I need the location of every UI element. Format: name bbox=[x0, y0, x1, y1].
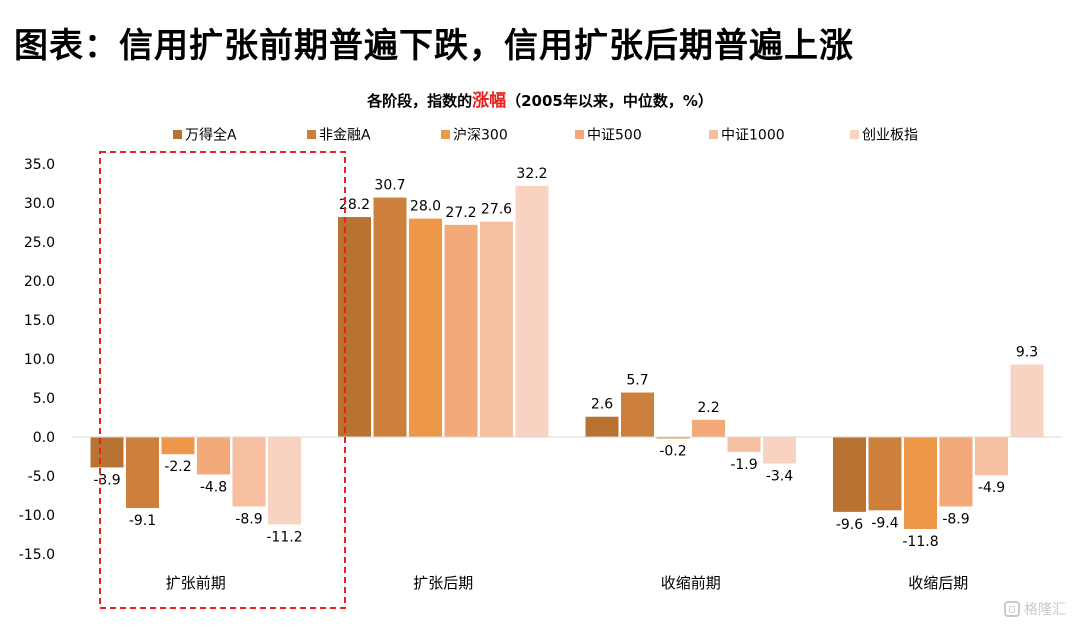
chart-title: 各阶段，指数的涨幅（2005年以来，中位数，%） bbox=[0, 86, 1080, 111]
bar-5-1 bbox=[232, 437, 266, 507]
data-label: -9.4 bbox=[871, 515, 898, 531]
data-label: -9.6 bbox=[836, 517, 863, 533]
data-label: 5.7 bbox=[626, 373, 648, 389]
y-tick-label: 35.0 bbox=[24, 157, 55, 173]
bar-1-4 bbox=[833, 437, 866, 512]
data-label: -4.8 bbox=[200, 479, 227, 495]
bar-3-1 bbox=[161, 437, 195, 455]
chart-title-highlight: 涨幅 bbox=[472, 91, 507, 111]
category-label: 收缩后期 bbox=[908, 574, 968, 592]
legend-swatch bbox=[850, 130, 859, 139]
legend-swatch bbox=[173, 130, 182, 139]
bar-6-2 bbox=[515, 185, 549, 437]
data-label: -8.9 bbox=[942, 511, 969, 527]
data-label: -9.1 bbox=[129, 513, 156, 529]
data-label: 27.6 bbox=[481, 202, 512, 218]
data-label: -3.9 bbox=[93, 472, 120, 488]
legend-swatch bbox=[307, 130, 316, 139]
legend-label: 创业板指 bbox=[862, 128, 918, 144]
data-label: -2.2 bbox=[164, 459, 191, 475]
category-label: 扩张后期 bbox=[413, 574, 473, 592]
bar-2-4 bbox=[868, 437, 902, 511]
bar-6-4 bbox=[1010, 364, 1044, 437]
y-tick-label: 20.0 bbox=[24, 274, 55, 290]
data-label: -3.4 bbox=[766, 469, 793, 485]
bar-2-2 bbox=[373, 197, 407, 437]
bar-3-3 bbox=[656, 437, 690, 439]
bar-1-1 bbox=[90, 437, 124, 468]
data-label: -1.9 bbox=[730, 457, 757, 473]
legend-label: 中证1000 bbox=[721, 128, 785, 144]
bar-1-2 bbox=[338, 217, 371, 437]
bar-4-3 bbox=[692, 419, 725, 437]
data-label: 2.2 bbox=[697, 400, 719, 416]
watermark-logo-icon: G bbox=[1004, 601, 1020, 617]
bar-6-3 bbox=[763, 437, 796, 464]
legend-label: 沪深300 bbox=[453, 128, 508, 144]
data-label: -0.2 bbox=[659, 444, 686, 460]
data-label: -11.8 bbox=[902, 534, 938, 550]
y-tick-label: 10.0 bbox=[24, 352, 55, 368]
bar-2-3 bbox=[621, 392, 654, 437]
data-label: -4.9 bbox=[978, 480, 1005, 496]
data-label: 28.0 bbox=[410, 199, 441, 215]
y-tick-label: 0.0 bbox=[33, 430, 55, 446]
legend-swatch bbox=[441, 130, 450, 139]
bar-4-2 bbox=[444, 224, 478, 437]
y-tick-label: -10.0 bbox=[19, 508, 55, 524]
data-label: 30.7 bbox=[374, 178, 405, 194]
category-label: 收缩前期 bbox=[661, 574, 721, 592]
bar-3-4 bbox=[904, 437, 937, 530]
highlight-box bbox=[99, 151, 346, 609]
data-label: 32.2 bbox=[516, 166, 547, 182]
y-tick-label: -5.0 bbox=[28, 469, 55, 485]
chart-title-prefix: 各阶段，指数的 bbox=[367, 92, 473, 110]
bar-2-1 bbox=[126, 437, 159, 508]
data-label: 27.2 bbox=[445, 205, 476, 221]
legend-label: 中证500 bbox=[587, 128, 642, 144]
bar-4-1 bbox=[197, 437, 230, 475]
bar-5-4 bbox=[975, 437, 1008, 476]
bar-4-4 bbox=[939, 437, 973, 507]
chart-title-suffix: （2005年以来，中位数，%） bbox=[506, 92, 713, 110]
bar-1-3 bbox=[585, 416, 619, 437]
legend-label: 非金融A bbox=[319, 128, 371, 144]
legend-swatch bbox=[709, 130, 718, 139]
y-tick-label: 5.0 bbox=[33, 391, 55, 407]
y-tick-label: 25.0 bbox=[24, 235, 55, 251]
watermark: G 格隆汇 bbox=[1004, 599, 1066, 619]
y-tick-label: -15.0 bbox=[19, 547, 55, 563]
y-tick-label: 30.0 bbox=[24, 196, 55, 212]
bar-5-3 bbox=[727, 437, 761, 452]
bar-5-2 bbox=[480, 221, 513, 437]
data-label: 28.2 bbox=[339, 197, 370, 213]
page-headline: 图表：信用扩张前期普遍下跌，信用扩张后期普遍上涨 bbox=[14, 26, 854, 66]
data-label: -8.9 bbox=[235, 511, 262, 527]
y-tick-label: 15.0 bbox=[24, 313, 55, 329]
legend-swatch bbox=[575, 130, 584, 139]
category-label: 扩张前期 bbox=[166, 574, 226, 592]
data-label: -11.2 bbox=[266, 529, 302, 545]
data-label: 2.6 bbox=[591, 397, 613, 413]
data-label: 9.3 bbox=[1016, 344, 1038, 360]
bar-6-1 bbox=[268, 437, 301, 525]
legend-label: 万得全A bbox=[185, 127, 237, 144]
watermark-text: 格隆汇 bbox=[1024, 602, 1066, 618]
bar-3-2 bbox=[409, 218, 442, 437]
